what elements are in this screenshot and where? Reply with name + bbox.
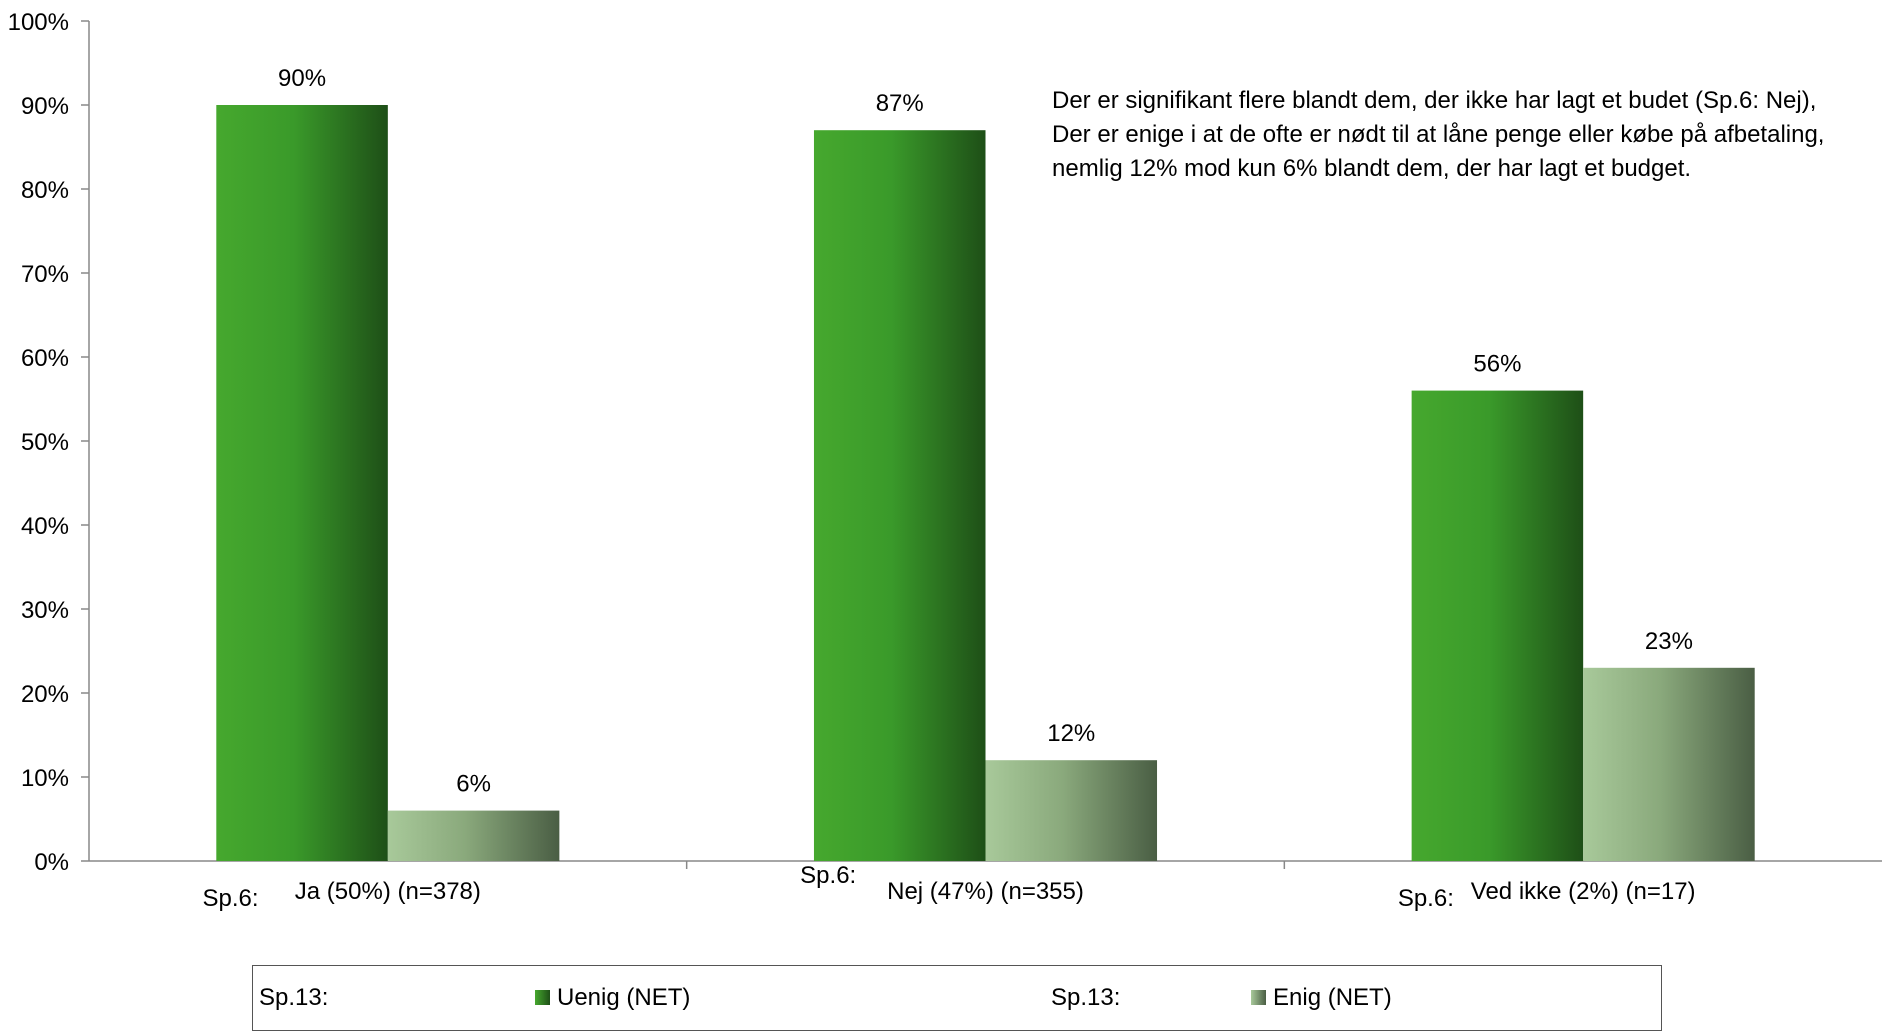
y-tick-label: 10% [21,765,69,792]
annotation-line: Der er enige i at de ofte er nødt til at… [1052,121,1825,148]
y-tick-label: 0% [34,849,69,876]
legend-prefix: Sp.13: [259,984,329,1011]
data-label: 56% [1473,351,1521,378]
bars [216,105,1755,861]
legend-label: Uenig (NET) [557,984,691,1011]
data-label: 87% [876,90,924,117]
x-category-label: Ja (50%) (n=378) [295,878,481,905]
legend-swatch-enig [1251,990,1266,1005]
annotation-line: nemlig 12% mod kun 6% blandt dem, der ha… [1052,155,1692,182]
y-tick-label: 40% [21,513,69,540]
annotation-text: Der er signifikant flere blandt dem, der… [1052,84,1882,186]
x-category-prefix: Sp.6: [800,862,856,889]
bar-uenig [1411,390,1584,861]
legend: Sp.13: Uenig (NET) Sp.13: Enig (NET) [252,965,1662,1031]
bar-enig [1583,667,1755,861]
x-category-prefix: Sp.6: [203,885,259,912]
legend-swatch-uenig [535,990,550,1005]
y-tick-label: 30% [21,597,69,624]
y-tick-label: 50% [21,429,69,456]
y-tick-label: 100% [8,9,69,36]
legend-label: Enig (NET) [1273,984,1392,1011]
data-label: 90% [278,65,326,92]
bar-chart: 0% 10% 20% 30% 40% 50% 60% 70% 80% 90% 100% 90% 6% Sp… [8,9,1882,912]
bar-uenig [216,105,388,861]
annotation-line: Der er signifikant flere blandt dem, der… [1052,87,1817,114]
y-tick-label: 20% [21,681,69,708]
y-tick-label: 90% [21,93,69,120]
data-label: 23% [1645,628,1693,655]
x-category-label: Ved ikke (2%) (n=17) [1471,878,1696,905]
data-label: 12% [1047,720,1095,747]
bar-enig [985,760,1158,861]
bar-uenig [813,130,986,861]
x-category-label: Nej (47%) (n=355) [887,878,1084,905]
y-tick-label: 70% [21,261,69,288]
y-tick-label: 80% [21,177,69,204]
x-category-prefix: Sp.6: [1398,885,1454,912]
labels: 0% 10% 20% 30% 40% 50% 60% 70% 80% 90% 100% 90% 6% Sp… [8,9,1696,912]
y-tick-label: 60% [21,345,69,372]
bar-enig [387,810,560,861]
legend-prefix: Sp.13: [1051,984,1121,1011]
data-label: 6% [456,771,491,798]
